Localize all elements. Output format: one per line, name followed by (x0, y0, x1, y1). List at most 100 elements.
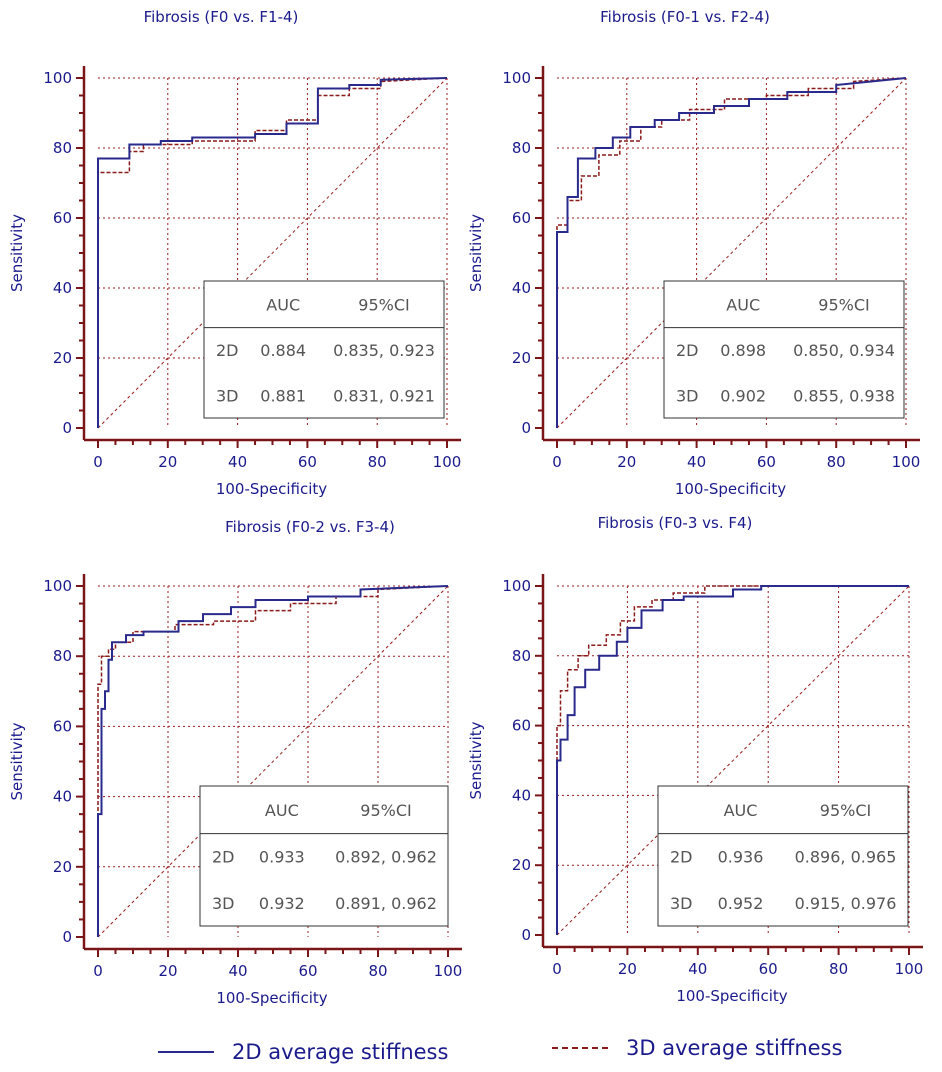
auc-table: AUC 95%CI 2D 0.936 0.896, 0.965 3D 0.952 0.915,… (657, 785, 909, 927)
auc-table-cell: 0.891, 0.962 (335, 894, 437, 913)
auc-table-cell: 0.902 (720, 386, 766, 405)
series-2d-line (556, 77, 907, 428)
auc-table-header: 95%CI (818, 295, 869, 314)
reference-diagonal (556, 77, 907, 429)
auc-table-cell: 0.850, 0.934 (793, 341, 895, 360)
x-tick-label: 20 (158, 453, 177, 471)
x-tick-label: 0 (93, 962, 103, 980)
auc-table-cell: 0.932 (259, 894, 305, 913)
y-tick-label: 0 (62, 419, 72, 437)
series-2d-line (556, 585, 909, 935)
y-tick-label: 20 (53, 858, 72, 876)
legend-label-2d: 2D average stiffness (232, 1040, 449, 1064)
x-tick-label: 80 (829, 960, 848, 978)
x-tick-label: 60 (298, 962, 317, 980)
auc-table-cell: 0.952 (718, 894, 764, 913)
x-tick-label: 40 (687, 453, 706, 471)
auc-table-box (199, 785, 449, 927)
y-tick-label: 40 (512, 279, 531, 297)
roc-panel-3: Fibrosis (F0-2 vs. F3-4) 0 20 40 60 80 100 0 20 4… (8, 518, 462, 1007)
y-tick-label: 20 (512, 349, 531, 367)
auc-table-cell: 2D (212, 848, 235, 867)
auc-table-box (657, 785, 909, 927)
y-tick-label: 80 (53, 139, 72, 157)
x-axis-label: 100-Specificity (216, 480, 327, 498)
y-axis-label: Sensitivity (8, 722, 26, 800)
auc-table-header: 95%CI (358, 295, 409, 314)
reference-diagonal (97, 77, 448, 429)
auc-table: AUC 95%CI 2D 0.933 0.892, 0.962 3D 0.932 0.891,… (199, 785, 449, 927)
series-3d-line (556, 77, 907, 428)
y-tick-label: 80 (512, 139, 531, 157)
x-tick-label: 80 (827, 453, 846, 471)
auc-table-cell: 2D (216, 341, 239, 360)
x-tick-label: 100 (892, 453, 921, 471)
y-tick-label: 100 (502, 577, 531, 595)
x-tick-label: 20 (158, 962, 177, 980)
y-axis-label: Sensitivity (467, 721, 485, 799)
x-axis-label: 100-Specificity (675, 480, 786, 498)
y-tick-label: 40 (53, 279, 72, 297)
roc-panel-2: Fibrosis (F0-1 vs. F2-4) 0 20 40 60 80 100 0 20 4… (467, 8, 920, 498)
series-2d-line (97, 585, 449, 937)
auc-table-cell: 3D (676, 386, 699, 405)
x-tick-label: 20 (617, 453, 636, 471)
y-tick-label: 80 (512, 647, 531, 665)
y-tick-label: 0 (521, 926, 531, 944)
auc-table-header: AUC (724, 801, 758, 820)
y-tick-label: 80 (53, 647, 72, 665)
auc-table-cell: 0.881 (260, 386, 306, 405)
x-tick-label: 100 (433, 453, 462, 471)
chart-title: Fibrosis (F0-3 vs. F4) (598, 514, 753, 532)
auc-table-box (663, 280, 905, 419)
auc-table-cell: 2D (676, 341, 699, 360)
legend-swatch-3d (552, 1047, 608, 1049)
series-3d-line (556, 585, 909, 935)
y-tick-label: 40 (512, 786, 531, 804)
roc-panel-4: Fibrosis (F0-3 vs. F4) 0 20 40 60 80 100 0 20 40 6… (467, 514, 923, 1005)
x-tick-label: 0 (552, 960, 562, 978)
x-tick-label: 60 (757, 453, 776, 471)
x-tick-label: 80 (368, 453, 387, 471)
auc-table-cell: 3D (670, 894, 693, 913)
x-tick-label: 20 (618, 960, 637, 978)
auc-table-header: AUC (265, 801, 299, 820)
legend-swatch-2d (158, 1051, 214, 1053)
x-tick-label: 100 (895, 960, 924, 978)
auc-table-header: 95%CI (820, 801, 871, 820)
series-3d-line (97, 585, 449, 937)
x-tick-label: 100 (434, 962, 463, 980)
y-axis-label: Sensitivity (467, 214, 485, 292)
y-tick-label: 40 (53, 788, 72, 806)
x-tick-label: 60 (298, 453, 317, 471)
legend-item-3d: 3D average stiffness (552, 1036, 842, 1060)
reference-diagonal (97, 585, 449, 938)
y-tick-label: 60 (512, 209, 531, 227)
auc-table-header: AUC (726, 295, 760, 314)
auc-table-cell: 3D (216, 386, 239, 405)
x-tick-label: 80 (368, 962, 387, 980)
auc-table-cell: 0.933 (259, 848, 305, 867)
y-tick-label: 20 (512, 856, 531, 874)
auc-table-header: 95%CI (360, 801, 411, 820)
x-tick-label: 60 (759, 960, 778, 978)
roc-panel-1: Fibrosis (F0 vs. F1-4) 0 20 40 60 80 100 0 20 40 6… (8, 8, 461, 498)
auc-table-cell: 3D (212, 894, 235, 913)
chart-title: Fibrosis (F0-1 vs. F2-4) (600, 8, 770, 26)
auc-table-cell: 0.915, 0.976 (795, 894, 897, 913)
auc-table-cell: 0.835, 0.923 (333, 341, 435, 360)
auc-table-header: AUC (266, 295, 300, 314)
y-tick-label: 100 (43, 577, 72, 595)
y-axis-label: Sensitivity (8, 214, 26, 292)
x-tick-label: 0 (93, 453, 103, 471)
auc-table-cell: 0.831, 0.921 (333, 386, 435, 405)
auc-table-cell: 0.898 (720, 341, 766, 360)
x-tick-label: 40 (688, 960, 707, 978)
y-tick-label: 60 (53, 717, 72, 735)
auc-table-cell: 0.936 (718, 848, 764, 867)
y-tick-label: 60 (53, 209, 72, 227)
y-tick-label: 0 (62, 928, 72, 946)
auc-table: AUC 95%CI 2D 0.898 0.850, 0.934 3D 0.902 0.855,… (663, 280, 905, 419)
x-tick-label: 40 (228, 453, 247, 471)
auc-table-cell: 0.892, 0.962 (335, 848, 437, 867)
